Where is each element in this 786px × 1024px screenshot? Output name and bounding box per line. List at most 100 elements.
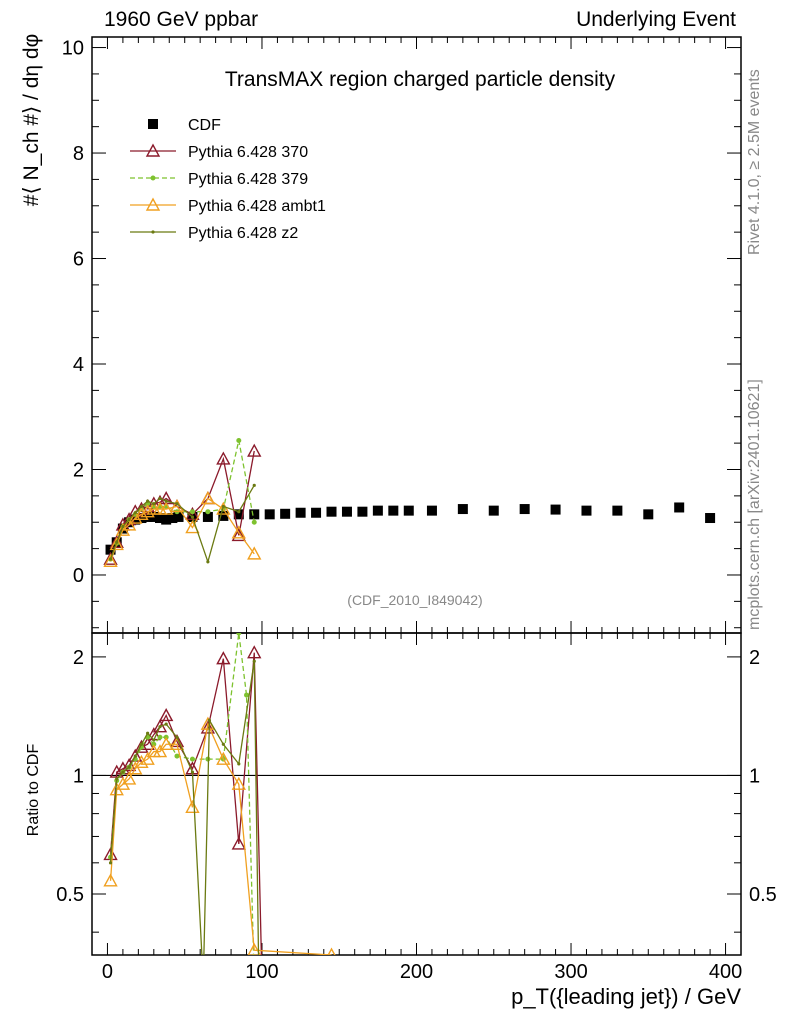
ratio-y-tick-label-right: 1: [749, 765, 760, 787]
data-point: [237, 510, 241, 514]
ratio-series-0: [103, 645, 263, 955]
data-point: [236, 437, 242, 443]
data-point: [175, 502, 179, 506]
series-line: [109, 484, 255, 564]
y-tick-label: 6: [73, 249, 84, 271]
data-point: [612, 505, 623, 516]
ratio-point: [152, 744, 168, 758]
ratio-point: [108, 861, 113, 865]
y-tick-label: 10: [62, 38, 84, 60]
legend-item: Pythia 6.428 379: [130, 171, 308, 188]
ratio-point: [216, 651, 231, 665]
data-point: [154, 513, 165, 524]
data-point: [205, 509, 211, 515]
ratio-point: [158, 725, 162, 729]
series-4: [108, 483, 256, 564]
y-axis-label: #⟨ N_ch #⟩ / dη dφ: [20, 34, 43, 206]
legend-item: Pythia 6.428 z2: [130, 225, 298, 242]
data-point: [161, 514, 172, 525]
data-point: [189, 509, 195, 515]
data-point: [127, 518, 131, 522]
data-point: [103, 551, 118, 565]
y-tick-label: 4: [73, 354, 84, 376]
ratio-y-tick-label: 0.5: [56, 884, 84, 906]
legend-marker: [145, 143, 161, 157]
data-point: [295, 507, 306, 518]
legend-marker: [150, 175, 156, 181]
data-point: [249, 509, 260, 520]
ratio-point: [189, 756, 195, 762]
data-point: [457, 504, 468, 515]
legend-item: Pythia 6.428 370: [130, 143, 308, 161]
ratio-point: [200, 720, 216, 734]
data-point: [202, 511, 213, 522]
data-point: [216, 501, 231, 515]
header-energy-label: 1960 GeV ppbar: [104, 8, 259, 31]
header-analysis-label: Underlying Event: [576, 8, 736, 31]
data-point: [158, 501, 174, 515]
ratio-point: [174, 753, 180, 759]
data-point: [146, 499, 150, 503]
x-axis-label: p_T({leading jet}) / GeV: [511, 984, 741, 1009]
data-point: [200, 491, 216, 505]
data-point: [206, 560, 210, 564]
ratio-y-tick-label-right: 0.5: [749, 884, 777, 906]
data-point: [190, 515, 195, 519]
x-tick-label: 300: [554, 961, 587, 983]
data-point: [216, 451, 231, 465]
ratio-point: [140, 751, 155, 765]
ratio-point: [134, 754, 149, 768]
mcplots-label: mcplots.cern.ch [arXiv:2401.10621]: [746, 379, 763, 630]
x-tick-label: 400: [709, 961, 742, 983]
y-tick-label: 2: [73, 459, 84, 481]
ratio-point: [157, 734, 163, 740]
legend-marker: [148, 119, 158, 129]
data-point: [128, 510, 143, 524]
legend-marker: [151, 230, 155, 234]
data-point: [388, 505, 399, 516]
ratio-series-2: [103, 716, 336, 955]
data-point: [357, 506, 368, 517]
ratio-point: [121, 770, 125, 774]
data-point: [173, 511, 184, 522]
ratio-point: [236, 633, 242, 636]
data-point: [164, 499, 168, 503]
ratio-point: [202, 980, 205, 983]
data-point: [121, 524, 125, 529]
data-point: [372, 505, 383, 516]
x-tick-label: 100: [245, 961, 278, 983]
data-point: [218, 510, 229, 521]
legend-label: CDF: [188, 117, 221, 134]
x-tick-label: 200: [400, 961, 433, 983]
data-point: [581, 505, 592, 516]
ratio-point: [109, 764, 124, 778]
ratio-point: [121, 771, 137, 785]
main-plot-area: [103, 437, 716, 567]
data-point: [121, 517, 137, 531]
series-2: [108, 437, 257, 562]
data-point: [103, 553, 118, 567]
legend-label: Pythia 6.428 z2: [188, 225, 298, 242]
ratio-point: [185, 799, 200, 814]
series-line: [109, 440, 255, 560]
data-point: [231, 525, 246, 539]
ratio-point: [190, 770, 195, 774]
legend-label: Pythia 6.428 ambt1: [188, 198, 326, 215]
ratio-point: [121, 758, 137, 772]
data-point: [519, 504, 530, 515]
ratio-y-tick-label-right: 2: [749, 647, 760, 669]
data-point: [221, 504, 225, 509]
series-3: [103, 491, 262, 567]
data-point: [152, 502, 156, 506]
ratio-point: [252, 659, 256, 663]
ratio-point: [140, 736, 155, 750]
data-point: [140, 504, 155, 518]
data-point: [108, 557, 113, 561]
ratio-point: [152, 719, 168, 733]
ratio-y-tick-label: 2: [73, 647, 84, 669]
data-point: [136, 513, 147, 524]
y-tick-label: 8: [73, 143, 84, 165]
data-point: [109, 536, 124, 551]
ratio-point: [133, 754, 137, 758]
